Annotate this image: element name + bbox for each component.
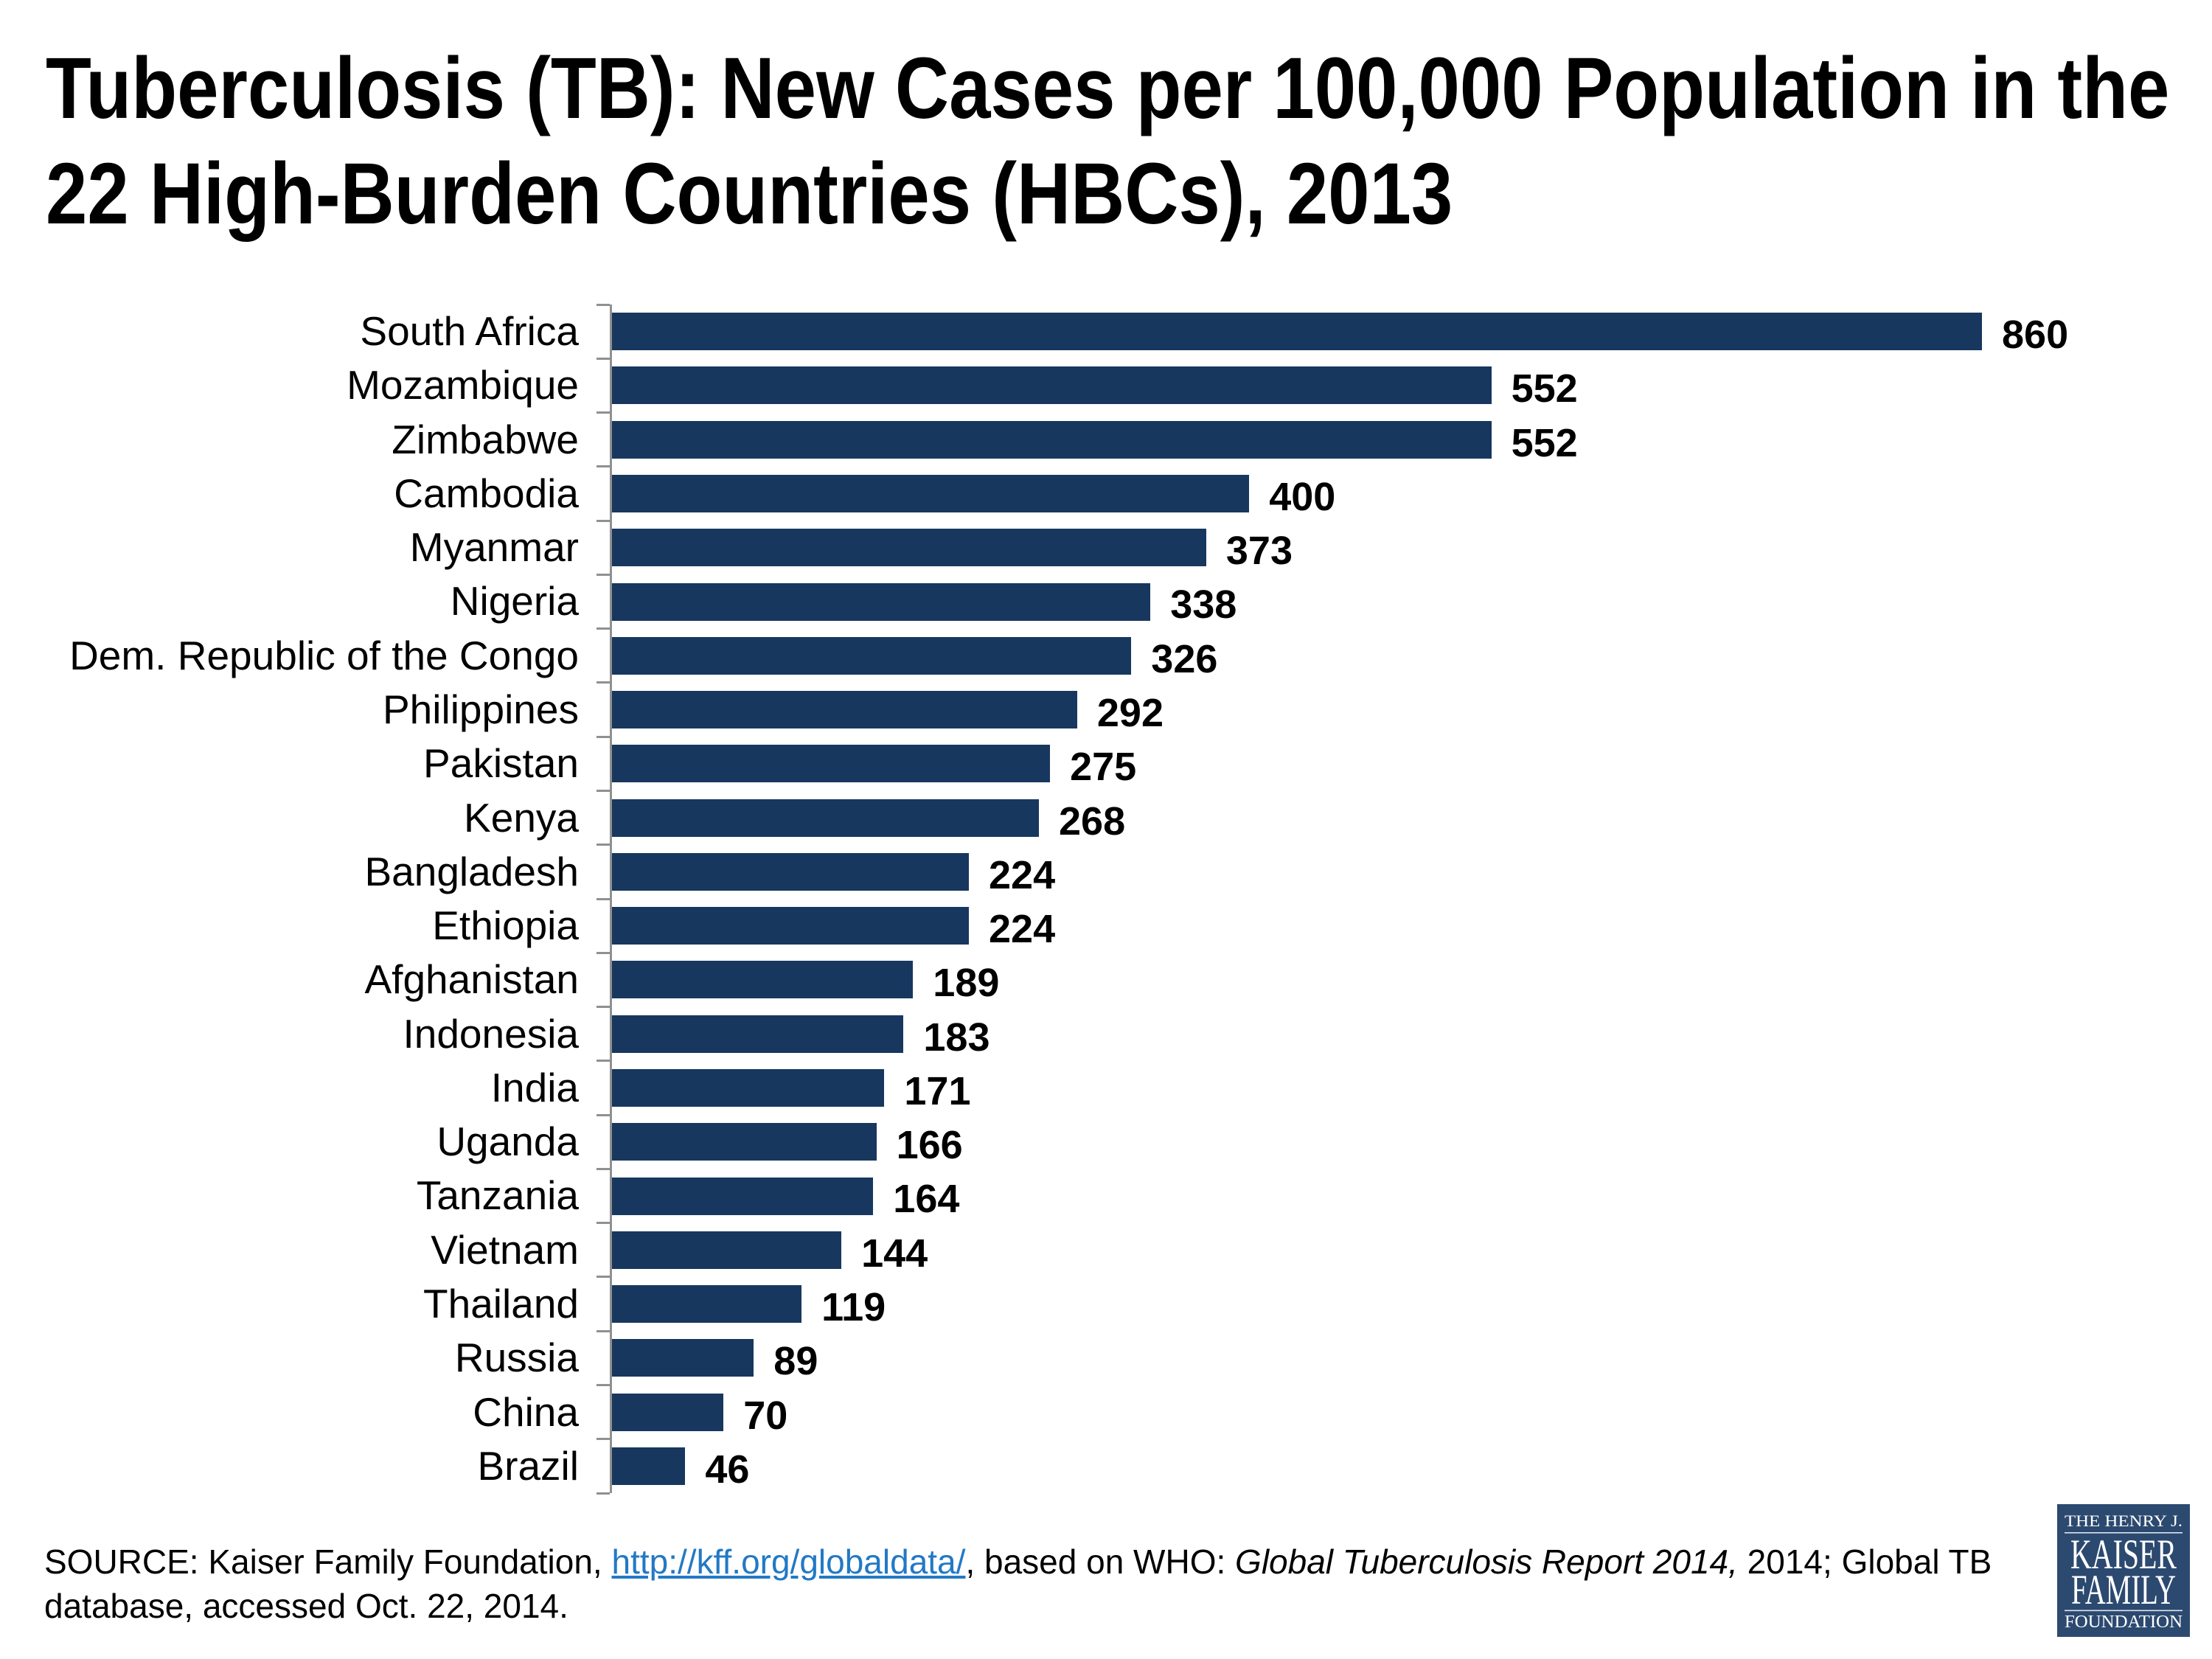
- svg-text:FAMILY: FAMILY: [2071, 1567, 2176, 1613]
- svg-text:FOUNDATION: FOUNDATION: [2065, 1612, 2183, 1632]
- svg-text:KAISER: KAISER: [2070, 1531, 2177, 1578]
- svg-text:THE HENRY J.: THE HENRY J.: [2065, 1512, 2183, 1530]
